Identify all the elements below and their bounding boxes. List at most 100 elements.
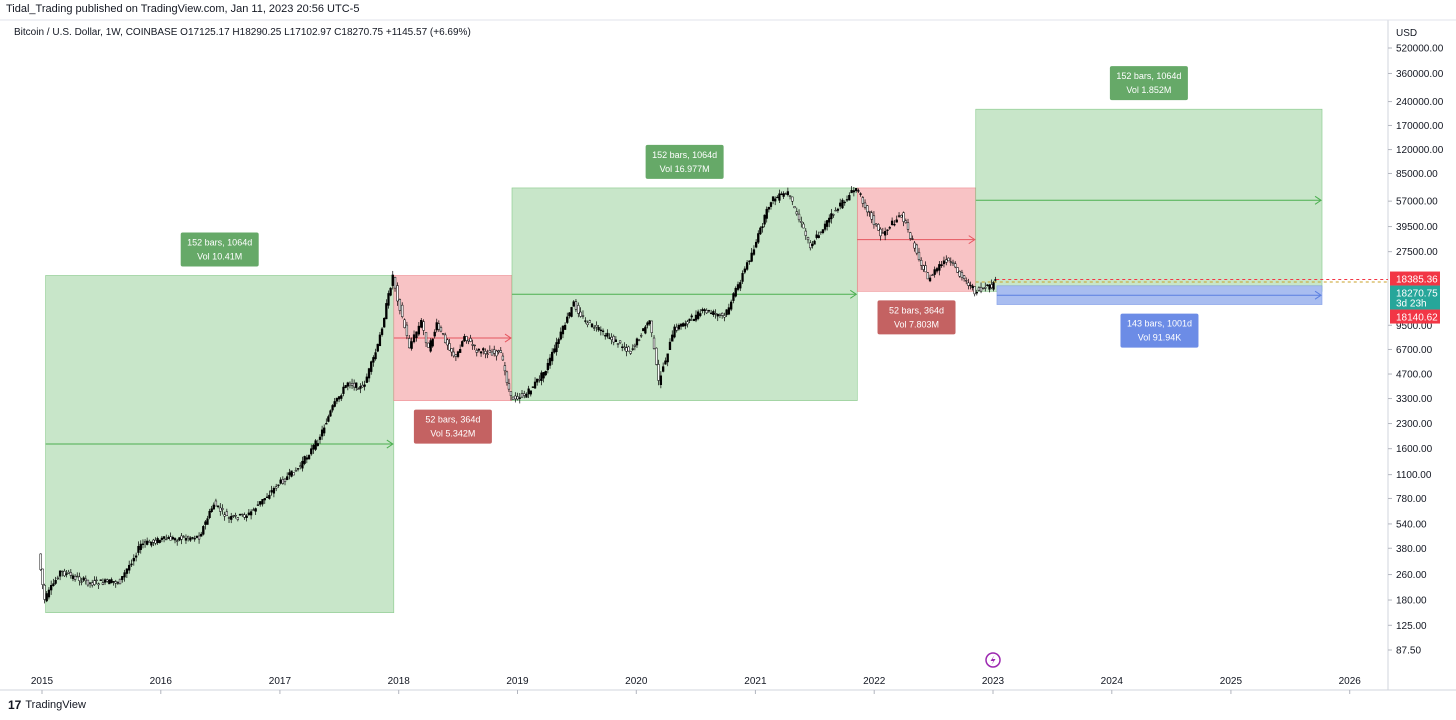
candle-body-364 xyxy=(832,214,835,216)
candle-body-113 xyxy=(286,476,289,480)
candle-body-255 xyxy=(595,325,598,328)
candle-body-222 xyxy=(523,393,526,396)
candle-body-367 xyxy=(839,202,842,207)
y-tick-label-15: 3300.00 xyxy=(1396,394,1433,405)
candle-body-381 xyxy=(870,212,873,220)
candle-body-345 xyxy=(791,196,794,202)
candle-body-309 xyxy=(712,311,715,315)
candle-body-228 xyxy=(536,378,539,383)
price-tag-text-2: 18140.62 xyxy=(1396,313,1438,324)
candle-body-162 xyxy=(391,274,394,286)
price-axis-unit: USD xyxy=(1396,28,1417,39)
candle-body-100 xyxy=(256,504,260,506)
candle-body-252 xyxy=(588,320,591,323)
candle-body-238 xyxy=(557,339,560,344)
candle-body-314 xyxy=(723,315,726,318)
candle-body-423 xyxy=(965,280,968,282)
x-tick-label-11: 2026 xyxy=(1339,676,1362,687)
candle-body-207 xyxy=(490,351,494,356)
candle-body-320 xyxy=(736,284,740,290)
candle-body-115 xyxy=(290,470,293,477)
candle-body-11 xyxy=(63,570,66,577)
candle-body-342 xyxy=(784,193,787,195)
candle-body-114 xyxy=(288,472,291,476)
candle-body-369 xyxy=(843,201,846,204)
candle-body-194 xyxy=(463,336,466,342)
candle-body-260 xyxy=(606,332,609,337)
candle-body-155 xyxy=(376,343,379,352)
candle-body-7 xyxy=(54,580,57,584)
candle-body-358 xyxy=(819,231,822,233)
measure-label-box-1 xyxy=(413,409,492,444)
candle-body-214 xyxy=(505,371,509,383)
candle-body-435 xyxy=(990,284,993,288)
candle-body-221 xyxy=(520,393,524,398)
candle-body-166 xyxy=(401,304,404,317)
candle-body-300 xyxy=(692,318,696,322)
candle-body-336 xyxy=(771,196,775,202)
candle-body-229 xyxy=(538,379,541,381)
candle-body-193 xyxy=(461,341,464,347)
candle-body-46 xyxy=(139,543,142,550)
y-tick-label-18: 1100.00 xyxy=(1396,470,1432,481)
candle-body-276 xyxy=(640,335,643,337)
candle-body-184 xyxy=(441,333,445,335)
candle-body-189 xyxy=(452,351,455,357)
measure-arrow-head-1 xyxy=(504,333,512,343)
measure-label-vol-4: Vol 1.852M xyxy=(1126,85,1171,95)
publisher-line: Tidal_Trading published on TradingView.c… xyxy=(6,3,360,15)
candle-body-332 xyxy=(763,214,766,225)
measure-label-vol-3: Vol 7.803M xyxy=(894,319,939,329)
candle-body-321 xyxy=(739,282,742,289)
candle-body-254 xyxy=(593,327,596,329)
candle-body-231 xyxy=(542,372,545,379)
candle-body-272 xyxy=(631,348,634,350)
candle-body-195 xyxy=(465,336,468,341)
candle-body-220 xyxy=(518,397,521,399)
candle-body-270 xyxy=(627,346,630,352)
candle-body-307 xyxy=(707,310,711,312)
candle-body-293 xyxy=(677,325,681,330)
measure-label-bars-1: 52 bars, 364d xyxy=(425,415,480,425)
candle-body-305 xyxy=(703,309,706,311)
footer-brand[interactable]: 17 TradingView xyxy=(8,698,86,712)
candle-body-38 xyxy=(121,576,124,580)
candle-body-346 xyxy=(793,206,796,209)
candle-body-185 xyxy=(444,334,447,343)
candle-body-82 xyxy=(216,505,220,508)
candle-body-259 xyxy=(604,335,607,337)
candle-body-103 xyxy=(263,498,266,501)
candle-body-36 xyxy=(116,582,120,584)
candle-body-341 xyxy=(782,193,785,197)
candle-body-89 xyxy=(232,515,235,517)
price-tag-bg-1 xyxy=(1390,285,1440,310)
price-tag-text-0: 18385.36 xyxy=(1396,275,1438,286)
candle-body-34 xyxy=(112,581,115,583)
candle-body-67 xyxy=(184,538,188,541)
candle-body-3 xyxy=(45,593,48,602)
candle-body-170 xyxy=(410,341,413,349)
candle-body-92 xyxy=(238,514,242,516)
measurement-boxes xyxy=(45,108,1323,613)
candle-body-352 xyxy=(806,237,810,241)
candle-body-211 xyxy=(499,350,502,354)
candle-body-186 xyxy=(446,339,449,346)
candle-body-24 xyxy=(91,582,94,586)
candle-body-349 xyxy=(800,221,803,223)
candle-body-359 xyxy=(821,229,825,234)
candle-body-16 xyxy=(73,576,77,580)
candle-body-335 xyxy=(769,202,773,207)
candle-body-298 xyxy=(688,318,691,322)
candle-body-132 xyxy=(327,416,330,422)
candle-body-391 xyxy=(893,224,896,226)
candle-body-289 xyxy=(668,341,672,350)
candle-body-203 xyxy=(482,348,485,351)
candle-body-118 xyxy=(296,468,300,470)
measure-arrow-head-0 xyxy=(386,439,394,449)
candle-body-153 xyxy=(372,357,375,363)
candle-body-412 xyxy=(940,264,943,267)
candle-body-4 xyxy=(47,589,51,598)
candle-body-433 xyxy=(986,284,989,286)
measure-label-box-4 xyxy=(1109,66,1188,101)
